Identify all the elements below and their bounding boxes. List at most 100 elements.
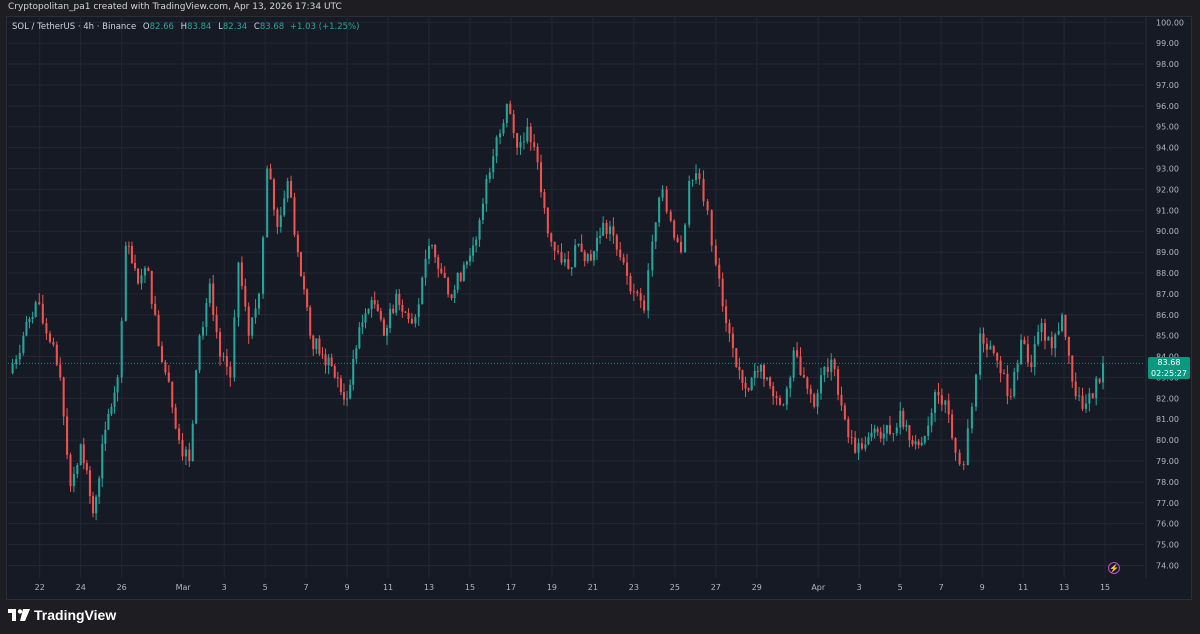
price-tick-label: 75.00 (1156, 541, 1179, 550)
candle-body (107, 413, 110, 430)
candle-body (522, 141, 525, 143)
candle-body (1047, 336, 1050, 341)
candle-body (465, 261, 468, 265)
candle-body (923, 435, 926, 443)
candle-body (970, 406, 973, 429)
candle-body (735, 348, 738, 367)
candle-body (782, 404, 785, 406)
candle-body (626, 262, 629, 276)
candle-body (133, 262, 137, 269)
price-tick-label: 94.00 (1156, 144, 1179, 153)
candle-body (1091, 393, 1094, 399)
candle-body (728, 323, 731, 334)
candle-body (120, 320, 123, 378)
time-tick-label: 5 (898, 583, 903, 592)
candle-body (188, 449, 191, 462)
time-tick-label: 21 (588, 583, 598, 592)
candle-body (376, 304, 379, 312)
candle-body (802, 375, 805, 378)
candle-body (911, 440, 914, 445)
candle-body (222, 356, 225, 358)
candle-body (756, 370, 759, 372)
candle-body (312, 335, 315, 350)
candle-body (1074, 381, 1077, 397)
candle-body (583, 251, 586, 262)
time-tick-label: 3 (222, 583, 227, 592)
candle-body (417, 304, 420, 317)
time-tick-label: Mar (176, 583, 192, 592)
candle-body (389, 308, 392, 328)
candle-body (826, 366, 829, 372)
candle-body (999, 360, 1002, 374)
candle-body (247, 306, 250, 336)
candle-body (85, 463, 88, 471)
time-tick-label: Apr (811, 583, 826, 592)
candle-body (502, 123, 505, 134)
price-tick-label: 74.00 (1156, 561, 1179, 570)
price-axis: 74.00 75.00 76.00 77.00 78.00 79.00 80.00 81.00… (1145, 16, 1184, 578)
candle-body (753, 370, 756, 379)
price-tick-label: 91.00 (1156, 206, 1179, 215)
price-tick-label: 80.00 (1156, 436, 1179, 445)
time-tick-label: 11 (383, 583, 393, 592)
price-tick-label: 79.00 (1156, 457, 1179, 466)
candle-body (586, 254, 589, 262)
candle-body (269, 168, 272, 180)
candle-body (747, 388, 750, 390)
candle-body (574, 245, 577, 268)
candle-body (28, 318, 31, 323)
candle-body (143, 268, 146, 276)
candle-body (257, 293, 260, 309)
candle-body (167, 372, 170, 382)
candle-body (233, 317, 236, 378)
candle-body (499, 133, 502, 138)
candle-body (240, 262, 243, 286)
candle-body (299, 252, 302, 277)
candle-body (95, 496, 98, 514)
candle-body (124, 245, 127, 321)
price-tick-label: 77.00 (1156, 499, 1179, 508)
candle-body (1016, 363, 1019, 373)
candle-body (410, 318, 413, 324)
candle-body (539, 162, 543, 193)
time-tick-label: 29 (752, 583, 762, 592)
candle-body (658, 197, 661, 223)
candle-body (762, 364, 765, 380)
candle-body (127, 245, 130, 247)
last-price-tag: 83.68 02:25:27 (1148, 357, 1190, 379)
candle-body (401, 304, 404, 312)
lightning-icon[interactable]: ⚡ (1108, 562, 1120, 574)
candle-body (792, 350, 795, 378)
price-tick-label: 93.00 (1156, 165, 1179, 174)
candle-body (714, 245, 717, 265)
candle-body (553, 241, 556, 251)
time-tick-label: 7 (939, 583, 944, 592)
candle-body (612, 226, 615, 236)
candle-body (688, 181, 691, 225)
candle-body (468, 255, 472, 262)
candle-body (592, 251, 595, 261)
candle-body (876, 428, 879, 432)
footer-bar (0, 600, 1200, 634)
candle-body (116, 377, 119, 393)
candle-body (778, 398, 782, 405)
candle-body (691, 180, 694, 182)
candle-body (342, 392, 346, 400)
candle-body (382, 319, 385, 336)
open-label: O (142, 22, 150, 32)
candle-body (860, 443, 863, 449)
candle-body (516, 133, 519, 148)
candle-body (619, 249, 622, 258)
time-tick-label: 15 (465, 583, 475, 592)
candle-body (178, 428, 181, 441)
price-tick-label: 97.00 (1156, 81, 1179, 90)
candle-body (879, 431, 882, 439)
open-value: 82.66 (149, 22, 174, 32)
candle-body (673, 220, 676, 238)
tradingview-mark-icon (8, 609, 30, 621)
candle-body (72, 473, 75, 487)
price-chart[interactable]: 74.00 75.00 76.00 77.00 78.00 79.00 80.00 81.00… (0, 0, 1200, 600)
brand-name: TradingView (34, 607, 117, 623)
low-label: L (218, 22, 223, 32)
candle-body (324, 354, 327, 366)
